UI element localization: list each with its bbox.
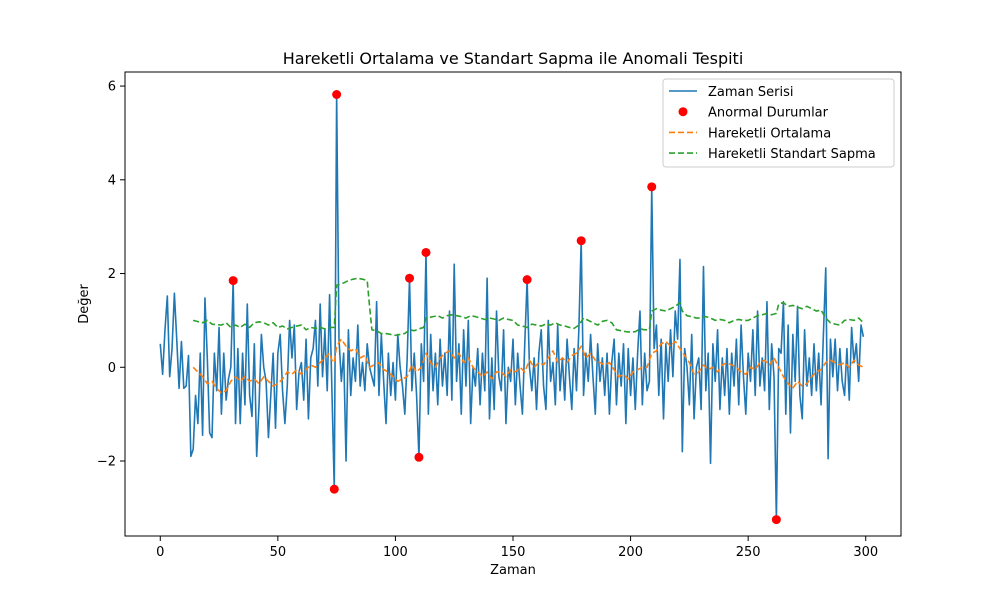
- legend-label: Anormal Durumlar: [708, 106, 829, 121]
- anomaly-point: [576, 236, 586, 246]
- chart-title: Hareketli Ortalama ve Standart Sapma ile…: [283, 49, 744, 68]
- series-line-2: [192, 338, 864, 394]
- x-tick-label: 150: [501, 545, 526, 560]
- x-axis: 0 50 100 150 200 250 300: [156, 536, 878, 560]
- x-tick-label: 100: [383, 545, 408, 560]
- x-tick-label: 300: [853, 545, 878, 560]
- y-tick-label: 0: [108, 361, 116, 376]
- anomaly-point: [647, 182, 657, 192]
- legend-label: Zaman Serisi: [708, 85, 793, 100]
- legend-label: Hareketli Standart Sapma: [708, 147, 876, 162]
- legend: Zaman Serisi Anormal Durumlar Hareketli Or…: [662, 78, 895, 168]
- x-tick-label: 50: [270, 545, 287, 560]
- x-axis-title: Zaman: [490, 563, 536, 578]
- legend-marker: [678, 107, 688, 117]
- anomaly-point: [771, 515, 781, 525]
- x-tick-label: 0: [156, 545, 164, 560]
- x-tick-label: 200: [618, 545, 643, 560]
- anomaly-point: [522, 275, 532, 285]
- legend-box: [662, 78, 895, 168]
- series-line-0: [159, 93, 865, 521]
- anomaly-point: [329, 484, 339, 494]
- anomaly-point: [332, 89, 342, 99]
- y-tick-label: −2: [97, 455, 116, 470]
- x-tick-label: 250: [736, 545, 761, 560]
- y-tick-label: 6: [108, 80, 116, 95]
- anomaly-point: [421, 247, 431, 257]
- plot-area: [159, 89, 865, 525]
- series-line-3: [192, 277, 864, 337]
- anomaly-point: [228, 276, 238, 286]
- anomaly-point: [414, 452, 424, 462]
- anomaly-point: [405, 273, 415, 283]
- y-axis: −2 0 2 4 6: [97, 80, 125, 470]
- y-axis-title: Değer: [77, 284, 92, 324]
- y-tick-label: 4: [108, 173, 116, 188]
- y-tick-label: 2: [108, 267, 116, 282]
- legend-label: Hareketli Ortalama: [708, 126, 831, 141]
